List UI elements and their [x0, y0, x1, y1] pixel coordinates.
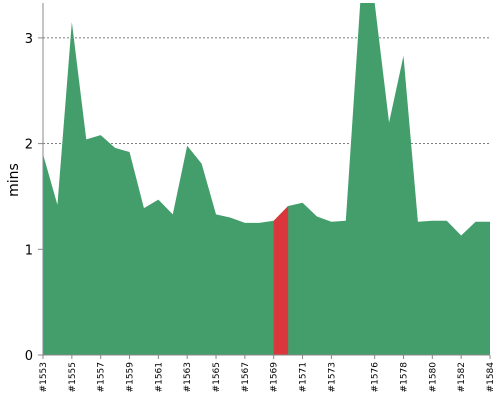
- x-tick-label: #1584: [486, 362, 496, 393]
- duration-area: [43, 3, 490, 355]
- highlighted-build-segment: [273, 205, 289, 355]
- x-tick-label: #1573: [327, 362, 337, 392]
- x-tick-label: #1563: [183, 362, 193, 392]
- x-tick-label: #1571: [299, 362, 309, 392]
- x-tick-label: #1559: [126, 362, 136, 393]
- y-tick-label: 3: [25, 32, 33, 47]
- x-tick-label: #1565: [212, 362, 222, 392]
- x-tick-labels: #1553 #1555 #1557 #1559 #1561 #1563 #1565 #1567…: [39, 362, 496, 393]
- y-tick-label: 1: [25, 243, 33, 258]
- x-tick-label: #1578: [399, 362, 409, 393]
- y-axis-label: mins: [6, 163, 22, 197]
- x-tick-label: #1582: [457, 362, 467, 392]
- x-tick-label: #1567: [241, 362, 251, 392]
- y-tick-label: 0: [25, 349, 33, 364]
- x-tick-label: #1580: [428, 362, 438, 393]
- area-series: [43, 3, 490, 355]
- x-tick-label: #1561: [154, 362, 164, 392]
- axes: [38, 3, 491, 359]
- x-tick-label: #1555: [68, 362, 78, 392]
- x-tick-label: #1569: [270, 362, 280, 393]
- y-tick-label: 2: [25, 138, 33, 153]
- x-tick-label: #1553: [39, 362, 49, 392]
- x-tick-label: #1557: [97, 362, 107, 392]
- x-tick-label: #1576: [371, 362, 381, 393]
- y-tick-labels: 0 1 2 3: [25, 32, 33, 364]
